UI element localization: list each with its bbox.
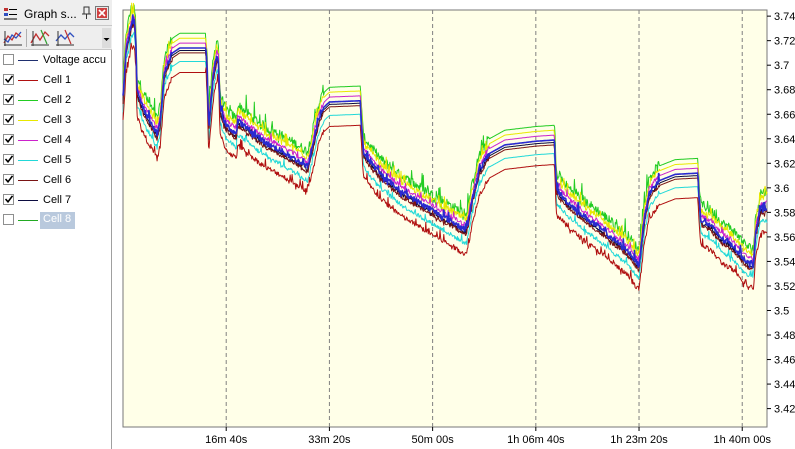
series-tool-2-icon[interactable] <box>54 28 76 48</box>
y-tick-label: 3.64 <box>774 134 795 146</box>
series-line-cell-4 <box>122 15 767 263</box>
legend-swatch <box>18 220 38 221</box>
show-all-series-icon[interactable] <box>2 28 24 48</box>
legend-swatch <box>18 200 38 201</box>
legend-item[interactable]: Cell 2 <box>0 90 111 110</box>
toolbar-dropdown-icon[interactable] <box>102 28 111 48</box>
series-line-cell-5 <box>122 31 768 280</box>
legend-swatch <box>18 180 38 181</box>
series-line-cell-6 <box>122 23 768 272</box>
pin-icon[interactable] <box>80 6 93 20</box>
legend-label: Cell 5 <box>43 154 72 166</box>
checkmark-icon <box>5 75 13 83</box>
legend-label: Voltage accu <box>43 54 106 66</box>
legend-swatch <box>18 160 38 161</box>
x-tick-label: 1h 23m 20s <box>610 434 668 446</box>
legend-label: Cell 4 <box>43 134 72 146</box>
close-icon[interactable] <box>95 6 109 20</box>
y-tick-label: 3.62 <box>774 158 795 170</box>
legend-item[interactable]: Cell 8 <box>0 210 111 230</box>
series-band <box>122 14 768 269</box>
y-tick-label: 3.42 <box>774 404 795 416</box>
legend-label: Cell 6 <box>43 174 72 186</box>
y-tick-label: 3.74 <box>774 11 795 23</box>
legend-checkbox[interactable] <box>3 134 14 145</box>
y-tick-label: 3.48 <box>774 330 795 342</box>
legend-checkbox[interactable] <box>3 114 14 125</box>
series-tool-icon[interactable] <box>29 28 51 48</box>
graph-settings-icon <box>4 8 17 20</box>
y-tick-label: 3.56 <box>774 232 795 244</box>
y-tick-label: 3.52 <box>774 281 795 293</box>
legend-item[interactable]: Cell 3 <box>0 110 111 130</box>
legend-checkbox[interactable] <box>3 194 14 205</box>
y-tick-label: 3.58 <box>774 207 795 219</box>
x-tick-label: 33m 20s <box>308 434 351 446</box>
legend-checkbox[interactable] <box>3 174 14 185</box>
legend-item[interactable]: Cell 7 <box>0 190 111 210</box>
legend-item[interactable]: Cell 5 <box>0 150 111 170</box>
legend-swatch <box>18 140 38 141</box>
y-tick-label: 3.7 <box>774 60 789 72</box>
x-tick-label: 50m 00s <box>412 434 455 446</box>
checkmark-icon <box>5 175 13 183</box>
y-tick-label: 3.66 <box>774 109 795 121</box>
y-tick-label: 3.46 <box>774 355 795 367</box>
x-axis: 16m 40s 33m 20s 50m 00s 1h 06m 40s 1h 23m 20… <box>205 427 771 446</box>
legend-label: Cell 8 <box>40 212 76 229</box>
checkmark-icon <box>5 155 13 163</box>
legend-item[interactable]: Cell 1 <box>0 70 111 90</box>
y-tick-label: 3.68 <box>774 85 795 97</box>
y-axis: 3.74 3.72 3.7 3.68 3.66 3.64 3.62 3.6 3.58 3.56 3.… <box>767 11 795 416</box>
legend-item[interactable]: Voltage accu <box>0 50 111 70</box>
legend-swatch <box>18 80 38 81</box>
legend-swatch <box>18 120 38 121</box>
legend-label: Cell 7 <box>43 194 72 206</box>
legend-swatch <box>18 60 38 61</box>
x-tick-label: 16m 40s <box>205 434 248 446</box>
toolbar-separator <box>26 29 27 47</box>
legend-checkbox[interactable] <box>3 94 14 105</box>
legend-checkbox[interactable] <box>3 54 14 65</box>
checkmark-icon <box>5 115 13 123</box>
checkmark-icon <box>5 195 13 203</box>
legend-checkbox[interactable] <box>3 154 14 165</box>
voltage-chart: 3.74 3.72 3.7 3.68 3.66 3.64 3.62 3.6 3.58 3.56 3.… <box>122 2 795 446</box>
checkmark-icon <box>5 135 13 143</box>
panel-title: Graph s... <box>24 7 77 21</box>
legend-label: Cell 2 <box>43 94 72 106</box>
plot-background <box>122 9 768 428</box>
y-tick-label: 3.5 <box>774 305 789 317</box>
legend-swatch <box>18 100 38 101</box>
series-line-cell-1 <box>122 42 768 291</box>
x-tick-label: 1h 06m 40s <box>507 434 565 446</box>
legend-checkbox[interactable] <box>3 214 14 225</box>
y-tick-label: 3.6 <box>774 183 789 195</box>
series-layer <box>122 2 768 291</box>
x-tick-label: 1h 40m 00s <box>713 434 771 446</box>
legend-checkbox[interactable] <box>3 74 14 85</box>
legend-label: Cell 3 <box>43 114 72 126</box>
legend-item[interactable]: Cell 4 <box>0 130 111 150</box>
graph-settings-panel: Graph s... <box>0 0 112 449</box>
y-tick-label: 3.54 <box>774 256 795 268</box>
panel-titlebar: Graph s... <box>0 0 112 26</box>
y-tick-label: 3.44 <box>774 379 795 391</box>
y-tick-label: 3.72 <box>774 36 795 48</box>
panel-toolbar <box>0 26 112 50</box>
legend-label: Cell 1 <box>43 74 72 86</box>
legend-item[interactable]: Cell 6 <box>0 170 111 190</box>
checkmark-icon <box>5 95 13 103</box>
